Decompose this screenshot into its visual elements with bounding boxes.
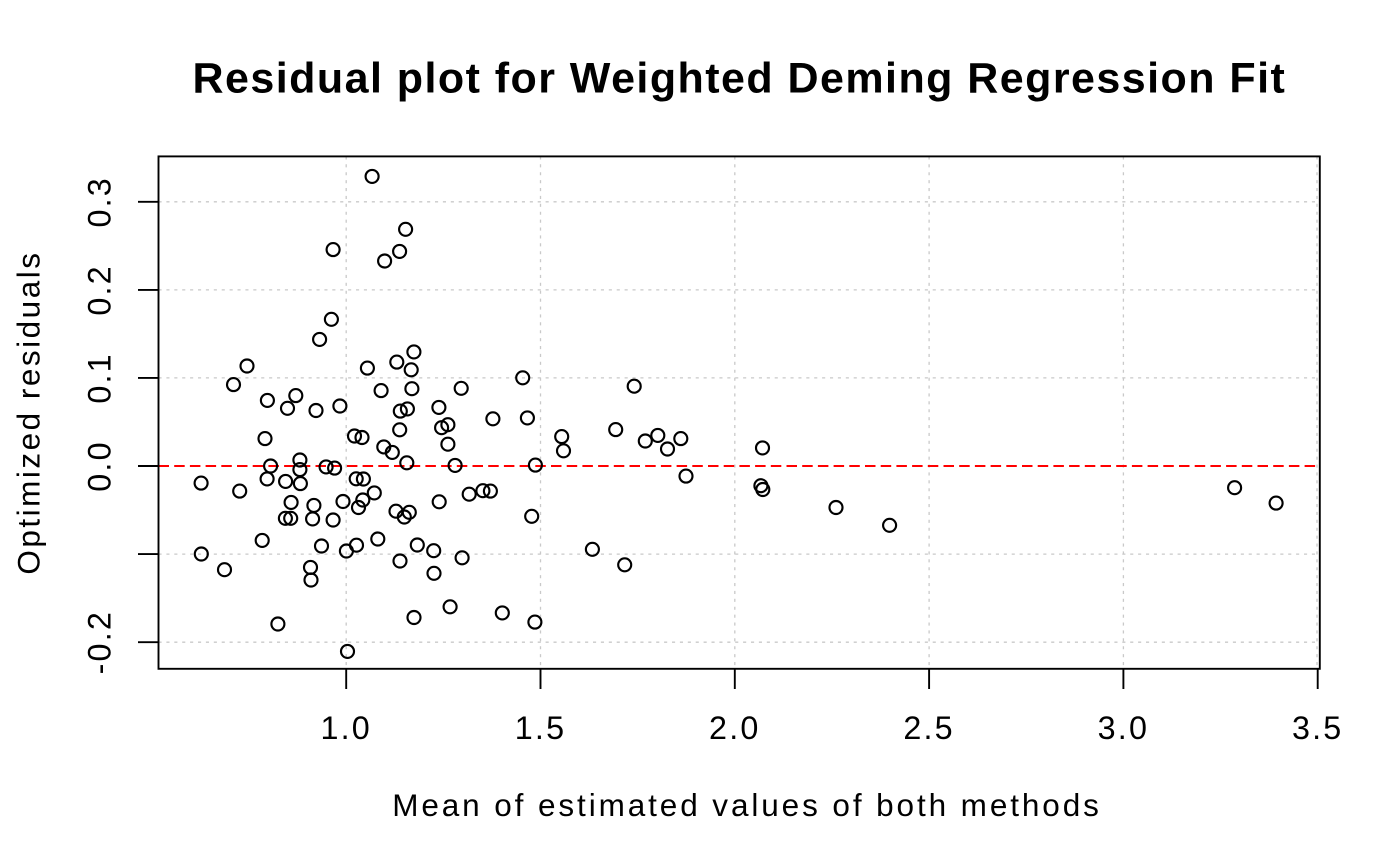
svg-text:0.1: 0.1	[81, 352, 117, 404]
svg-text:0.0: 0.0	[81, 440, 117, 492]
svg-text:3.0: 3.0	[1098, 710, 1150, 746]
svg-text:Residual plot for Weighted Dem: Residual plot for Weighted Deming Regres…	[193, 54, 1287, 102]
svg-text:2.5: 2.5	[903, 710, 955, 746]
svg-text:0.2: 0.2	[81, 264, 117, 316]
svg-text:3.5: 3.5	[1292, 710, 1344, 746]
svg-text:Mean of estimated values of bo: Mean of estimated values of both methods	[392, 787, 1102, 823]
svg-text:1.0: 1.0	[320, 710, 372, 746]
svg-text:Optimized residuals: Optimized residuals	[11, 251, 47, 575]
svg-text:1.5: 1.5	[515, 710, 567, 746]
svg-text:2.0: 2.0	[709, 710, 761, 746]
svg-text:-0.2: -0.2	[81, 610, 117, 674]
svg-text:0.3: 0.3	[81, 176, 117, 228]
